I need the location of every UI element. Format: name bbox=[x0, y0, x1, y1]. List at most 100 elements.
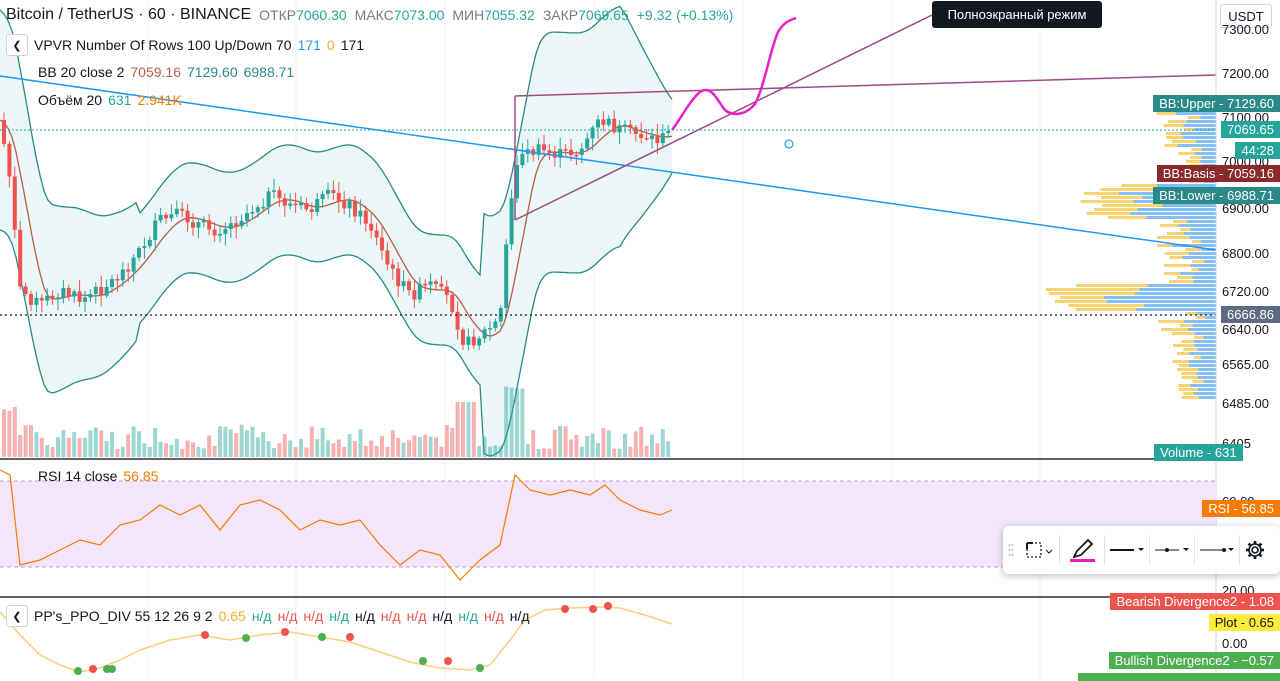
candle-body bbox=[110, 279, 114, 288]
volume-profile-bar bbox=[1135, 308, 1216, 311]
volume-profile-bar bbox=[1177, 368, 1199, 371]
volume-profile-bar bbox=[1165, 132, 1181, 135]
volume-bar bbox=[331, 443, 336, 457]
volume-profile-bar bbox=[1192, 380, 1204, 383]
volume-profile-bar bbox=[1162, 204, 1216, 207]
volume-profile-bar bbox=[1190, 264, 1216, 267]
trend-line-rising-purple[interactable] bbox=[514, 14, 933, 221]
ppo-divergence-dot bbox=[561, 605, 569, 613]
volume-bar bbox=[39, 437, 44, 457]
ppo-na: н/д bbox=[277, 608, 298, 624]
volume-bar bbox=[650, 434, 654, 457]
volume-profile-bar bbox=[1045, 288, 1140, 291]
bullish-divergence-label: Bullish Divergence2 - −0.57 bbox=[1108, 652, 1280, 669]
fullscreen-tooltip: Полноэкранный режим bbox=[932, 1, 1102, 28]
change-value: +9.32 (+0.13%) bbox=[636, 7, 734, 23]
symbol-title[interactable]: Bitcoin / TetherUS · 60 · BINANCE bbox=[6, 6, 252, 23]
volume-bar bbox=[142, 443, 147, 457]
volume-profile-bar bbox=[1192, 276, 1216, 279]
candle-body bbox=[380, 237, 384, 251]
volume-profile-bar bbox=[1168, 280, 1194, 283]
volume-bar bbox=[617, 448, 622, 457]
volume-bar bbox=[23, 425, 28, 457]
ppo-value: 0.65 bbox=[218, 608, 246, 624]
volume-profile-bar bbox=[1048, 292, 1135, 295]
drag-handle-icon[interactable] bbox=[1003, 526, 1019, 574]
ppo-divergence-dot bbox=[318, 633, 326, 641]
dotted-line-icon[interactable] bbox=[1195, 526, 1239, 574]
rsi-legend[interactable]: RSI 14 close 56.85 bbox=[38, 468, 158, 484]
line-style-icon[interactable] bbox=[1105, 526, 1149, 574]
volume-profile-bar bbox=[1185, 248, 1202, 251]
ppo-na: н/д bbox=[329, 608, 349, 624]
dashed-line-icon[interactable] bbox=[1150, 526, 1194, 574]
volume-bar bbox=[223, 426, 228, 457]
candle-body bbox=[579, 148, 584, 155]
collapse-icon[interactable]: ❮ bbox=[6, 34, 28, 56]
volume-profile-bar bbox=[1144, 304, 1216, 307]
candle-body bbox=[56, 297, 60, 300]
volume-profile-bar bbox=[1164, 144, 1178, 147]
volume-profile-bar bbox=[1159, 224, 1179, 227]
bb-lower-value: 6988.71 bbox=[243, 64, 295, 80]
volume-bar bbox=[434, 437, 438, 457]
volume-bar bbox=[218, 426, 222, 457]
volume-profile-bar bbox=[1171, 244, 1216, 247]
volume-bar bbox=[633, 431, 638, 457]
settings-icon[interactable] bbox=[1240, 526, 1270, 574]
candle-body bbox=[520, 153, 525, 166]
volume-bar bbox=[563, 426, 568, 457]
vpvr-legend[interactable]: ❮ VPVR Number Of Rows 100 Up/Down 70 171… bbox=[6, 34, 364, 56]
candle-body bbox=[191, 222, 195, 228]
volume-bar bbox=[401, 442, 406, 457]
candle-body bbox=[331, 189, 336, 193]
volume-profile-bar bbox=[1196, 372, 1216, 375]
volume-bar bbox=[153, 427, 158, 457]
volume-profile-bar bbox=[1193, 280, 1216, 283]
bb-legend[interactable]: BB 20 close 2 7059.16 7129.60 6988.71 bbox=[38, 64, 294, 80]
vpvr-value-3: 171 bbox=[340, 37, 365, 53]
pencil-icon[interactable] bbox=[1060, 526, 1104, 574]
volume-bar bbox=[639, 426, 644, 457]
axis-tick: 6800.00 bbox=[1222, 246, 1269, 261]
trend-line-top-purple[interactable] bbox=[514, 74, 1217, 97]
volume-profile-bar bbox=[1172, 220, 1187, 223]
candle-body bbox=[50, 295, 55, 300]
volume-profile-bar bbox=[1167, 120, 1187, 123]
volume-bar bbox=[147, 446, 152, 457]
collapse-icon[interactable]: ❮ bbox=[6, 605, 28, 627]
candle-body bbox=[277, 190, 282, 199]
volume-bar bbox=[666, 441, 671, 457]
forecast-brush-path[interactable] bbox=[671, 16, 797, 131]
volume-profile-bar bbox=[1166, 232, 1184, 235]
volume-bar bbox=[444, 424, 449, 457]
volume-profile-bar bbox=[1158, 320, 1184, 323]
candle-body bbox=[369, 223, 374, 231]
ppo-zero-tick: 0.00 bbox=[1222, 636, 1248, 651]
drawing-toolbar[interactable] bbox=[1003, 526, 1280, 574]
volume-profile-bar bbox=[1055, 300, 1107, 303]
select-area-icon[interactable] bbox=[1019, 526, 1059, 574]
volume-legend[interactable]: Объём 20 631 2.941K bbox=[38, 92, 182, 108]
currency-button[interactable]: USDT bbox=[1220, 4, 1272, 28]
ppo-na: н/д bbox=[458, 608, 478, 624]
candle-body bbox=[245, 213, 249, 221]
candle-body bbox=[72, 291, 77, 297]
volume-profile-bar bbox=[1103, 296, 1216, 299]
volume-bar bbox=[423, 434, 428, 457]
trend-line-blue[interactable] bbox=[0, 75, 1217, 251]
candle-body bbox=[358, 210, 363, 217]
anchor-point[interactable] bbox=[784, 139, 794, 149]
volume-bar bbox=[466, 402, 471, 457]
candle-body bbox=[385, 250, 390, 265]
volume-bar bbox=[288, 440, 293, 457]
candle-body bbox=[309, 209, 314, 213]
ppo-legend[interactable]: ❮ PP's_PPO_DIV 55 12 26 9 2 0.65 н/д н/д… bbox=[6, 605, 530, 627]
candle-body bbox=[612, 118, 617, 133]
candle-body bbox=[120, 269, 125, 281]
volume-bar bbox=[569, 439, 573, 457]
rsi-axis-label: RSI - 56.85 bbox=[1202, 500, 1280, 517]
volume-profile-bar bbox=[1189, 236, 1216, 239]
volume-profile-bar bbox=[1182, 256, 1216, 259]
